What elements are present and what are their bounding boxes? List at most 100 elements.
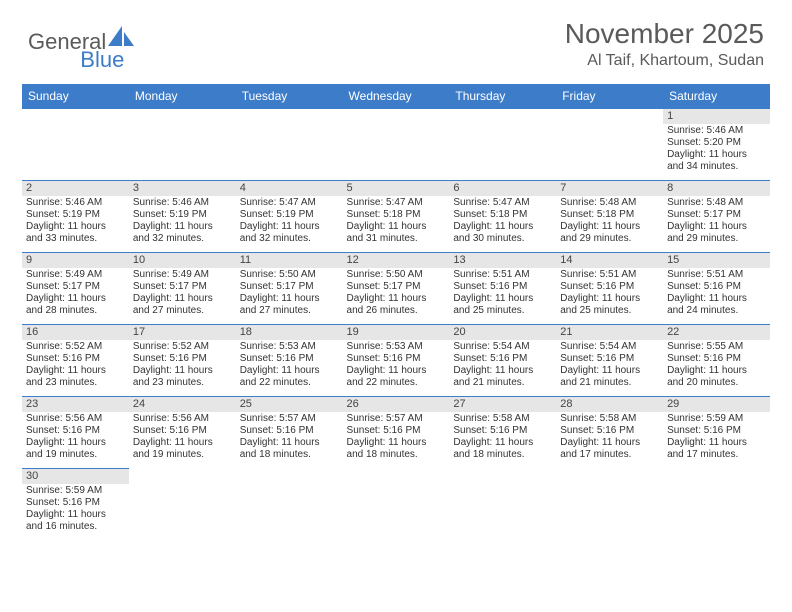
calendar-cell: 2Sunrise: 5:46 AMSunset: 5:19 PMDaylight…	[22, 181, 129, 253]
month-title: November 2025	[565, 18, 764, 50]
calendar-row: 16Sunrise: 5:52 AMSunset: 5:16 PMDayligh…	[22, 325, 770, 397]
calendar-cell: 30Sunrise: 5:59 AMSunset: 5:16 PMDayligh…	[22, 469, 129, 541]
calendar-cell: 25Sunrise: 5:57 AMSunset: 5:16 PMDayligh…	[236, 397, 343, 469]
calendar-table: Sunday Monday Tuesday Wednesday Thursday…	[22, 84, 770, 541]
calendar-cell: 19Sunrise: 5:53 AMSunset: 5:16 PMDayligh…	[343, 325, 450, 397]
day-info: Sunrise: 5:47 AMSunset: 5:19 PMDaylight:…	[236, 196, 343, 248]
calendar-cell: 13Sunrise: 5:51 AMSunset: 5:16 PMDayligh…	[449, 253, 556, 325]
day-info: Sunrise: 5:51 AMSunset: 5:16 PMDaylight:…	[449, 268, 556, 320]
day-number: 25	[236, 397, 343, 412]
calendar-row: 2Sunrise: 5:46 AMSunset: 5:19 PMDaylight…	[22, 181, 770, 253]
day-number: 13	[449, 253, 556, 268]
weekday-header: Sunday	[22, 84, 129, 109]
day-info: Sunrise: 5:50 AMSunset: 5:17 PMDaylight:…	[236, 268, 343, 320]
day-info: Sunrise: 5:46 AMSunset: 5:20 PMDaylight:…	[663, 124, 770, 176]
calendar-cell: 4Sunrise: 5:47 AMSunset: 5:19 PMDaylight…	[236, 181, 343, 253]
calendar-cell: 20Sunrise: 5:54 AMSunset: 5:16 PMDayligh…	[449, 325, 556, 397]
day-number: 26	[343, 397, 450, 412]
day-number: 22	[663, 325, 770, 340]
logo: General Blue	[28, 26, 178, 55]
day-info: Sunrise: 5:49 AMSunset: 5:17 PMDaylight:…	[129, 268, 236, 320]
calendar-row: 9Sunrise: 5:49 AMSunset: 5:17 PMDaylight…	[22, 253, 770, 325]
day-info: Sunrise: 5:49 AMSunset: 5:17 PMDaylight:…	[22, 268, 129, 320]
day-number: 29	[663, 397, 770, 412]
weekday-header: Friday	[556, 84, 663, 109]
calendar-cell-empty	[236, 469, 343, 541]
day-info: Sunrise: 5:57 AMSunset: 5:16 PMDaylight:…	[343, 412, 450, 464]
location: Al Taif, Khartoum, Sudan	[565, 52, 764, 70]
day-info: Sunrise: 5:59 AMSunset: 5:16 PMDaylight:…	[22, 484, 129, 536]
calendar-cell: 27Sunrise: 5:58 AMSunset: 5:16 PMDayligh…	[449, 397, 556, 469]
day-number: 17	[129, 325, 236, 340]
day-number: 14	[556, 253, 663, 268]
day-info: Sunrise: 5:51 AMSunset: 5:16 PMDaylight:…	[663, 268, 770, 320]
calendar-cell: 5Sunrise: 5:47 AMSunset: 5:18 PMDaylight…	[343, 181, 450, 253]
calendar-cell: 12Sunrise: 5:50 AMSunset: 5:17 PMDayligh…	[343, 253, 450, 325]
title-block: November 2025 Al Taif, Khartoum, Sudan	[565, 18, 764, 70]
day-number: 9	[22, 253, 129, 268]
day-info: Sunrise: 5:47 AMSunset: 5:18 PMDaylight:…	[343, 196, 450, 248]
calendar-cell-empty	[129, 109, 236, 181]
calendar-cell: 26Sunrise: 5:57 AMSunset: 5:16 PMDayligh…	[343, 397, 450, 469]
calendar-cell: 22Sunrise: 5:55 AMSunset: 5:16 PMDayligh…	[663, 325, 770, 397]
weekday-header-row: Sunday Monday Tuesday Wednesday Thursday…	[22, 84, 770, 109]
day-info: Sunrise: 5:56 AMSunset: 5:16 PMDaylight:…	[129, 412, 236, 464]
day-number: 6	[449, 181, 556, 196]
weekday-header: Thursday	[449, 84, 556, 109]
weekday-header: Monday	[129, 84, 236, 109]
weekday-header: Saturday	[663, 84, 770, 109]
calendar-row: 30Sunrise: 5:59 AMSunset: 5:16 PMDayligh…	[22, 469, 770, 541]
calendar-cell-empty	[343, 109, 450, 181]
day-info: Sunrise: 5:47 AMSunset: 5:18 PMDaylight:…	[449, 196, 556, 248]
calendar-cell-empty	[22, 109, 129, 181]
day-info: Sunrise: 5:53 AMSunset: 5:16 PMDaylight:…	[343, 340, 450, 392]
calendar-row: 23Sunrise: 5:56 AMSunset: 5:16 PMDayligh…	[22, 397, 770, 469]
calendar-cell-empty	[449, 469, 556, 541]
day-info: Sunrise: 5:52 AMSunset: 5:16 PMDaylight:…	[22, 340, 129, 392]
calendar-cell: 17Sunrise: 5:52 AMSunset: 5:16 PMDayligh…	[129, 325, 236, 397]
calendar-cell-empty	[556, 109, 663, 181]
calendar-cell: 29Sunrise: 5:59 AMSunset: 5:16 PMDayligh…	[663, 397, 770, 469]
calendar-cell: 11Sunrise: 5:50 AMSunset: 5:17 PMDayligh…	[236, 253, 343, 325]
day-number: 10	[129, 253, 236, 268]
day-number: 19	[343, 325, 450, 340]
calendar-cell-empty	[236, 109, 343, 181]
day-info: Sunrise: 5:48 AMSunset: 5:17 PMDaylight:…	[663, 196, 770, 248]
day-info: Sunrise: 5:50 AMSunset: 5:17 PMDaylight:…	[343, 268, 450, 320]
day-number: 28	[556, 397, 663, 412]
day-number: 4	[236, 181, 343, 196]
day-info: Sunrise: 5:53 AMSunset: 5:16 PMDaylight:…	[236, 340, 343, 392]
calendar-cell-empty	[129, 469, 236, 541]
day-info: Sunrise: 5:56 AMSunset: 5:16 PMDaylight:…	[22, 412, 129, 464]
day-info: Sunrise: 5:58 AMSunset: 5:16 PMDaylight:…	[449, 412, 556, 464]
calendar-cell-empty	[663, 469, 770, 541]
day-number: 30	[22, 469, 129, 484]
day-info: Sunrise: 5:52 AMSunset: 5:16 PMDaylight:…	[129, 340, 236, 392]
day-info: Sunrise: 5:51 AMSunset: 5:16 PMDaylight:…	[556, 268, 663, 320]
day-info: Sunrise: 5:55 AMSunset: 5:16 PMDaylight:…	[663, 340, 770, 392]
weekday-header: Wednesday	[343, 84, 450, 109]
calendar-cell: 14Sunrise: 5:51 AMSunset: 5:16 PMDayligh…	[556, 253, 663, 325]
calendar-cell: 15Sunrise: 5:51 AMSunset: 5:16 PMDayligh…	[663, 253, 770, 325]
day-info: Sunrise: 5:54 AMSunset: 5:16 PMDaylight:…	[449, 340, 556, 392]
calendar-cell: 23Sunrise: 5:56 AMSunset: 5:16 PMDayligh…	[22, 397, 129, 469]
day-number: 3	[129, 181, 236, 196]
calendar-row: 1Sunrise: 5:46 AMSunset: 5:20 PMDaylight…	[22, 109, 770, 181]
calendar-cell: 10Sunrise: 5:49 AMSunset: 5:17 PMDayligh…	[129, 253, 236, 325]
day-info: Sunrise: 5:54 AMSunset: 5:16 PMDaylight:…	[556, 340, 663, 392]
day-number: 18	[236, 325, 343, 340]
day-info: Sunrise: 5:58 AMSunset: 5:16 PMDaylight:…	[556, 412, 663, 464]
calendar-body: 1Sunrise: 5:46 AMSunset: 5:20 PMDaylight…	[22, 109, 770, 541]
calendar-cell: 6Sunrise: 5:47 AMSunset: 5:18 PMDaylight…	[449, 181, 556, 253]
day-number: 16	[22, 325, 129, 340]
calendar-cell: 9Sunrise: 5:49 AMSunset: 5:17 PMDaylight…	[22, 253, 129, 325]
day-info: Sunrise: 5:48 AMSunset: 5:18 PMDaylight:…	[556, 196, 663, 248]
calendar-cell-empty	[556, 469, 663, 541]
day-info: Sunrise: 5:46 AMSunset: 5:19 PMDaylight:…	[22, 196, 129, 248]
day-number: 15	[663, 253, 770, 268]
header: General Blue November 2025 Al Taif, Khar…	[0, 0, 792, 78]
calendar-cell: 18Sunrise: 5:53 AMSunset: 5:16 PMDayligh…	[236, 325, 343, 397]
weekday-header: Tuesday	[236, 84, 343, 109]
day-number: 23	[22, 397, 129, 412]
day-info: Sunrise: 5:57 AMSunset: 5:16 PMDaylight:…	[236, 412, 343, 464]
